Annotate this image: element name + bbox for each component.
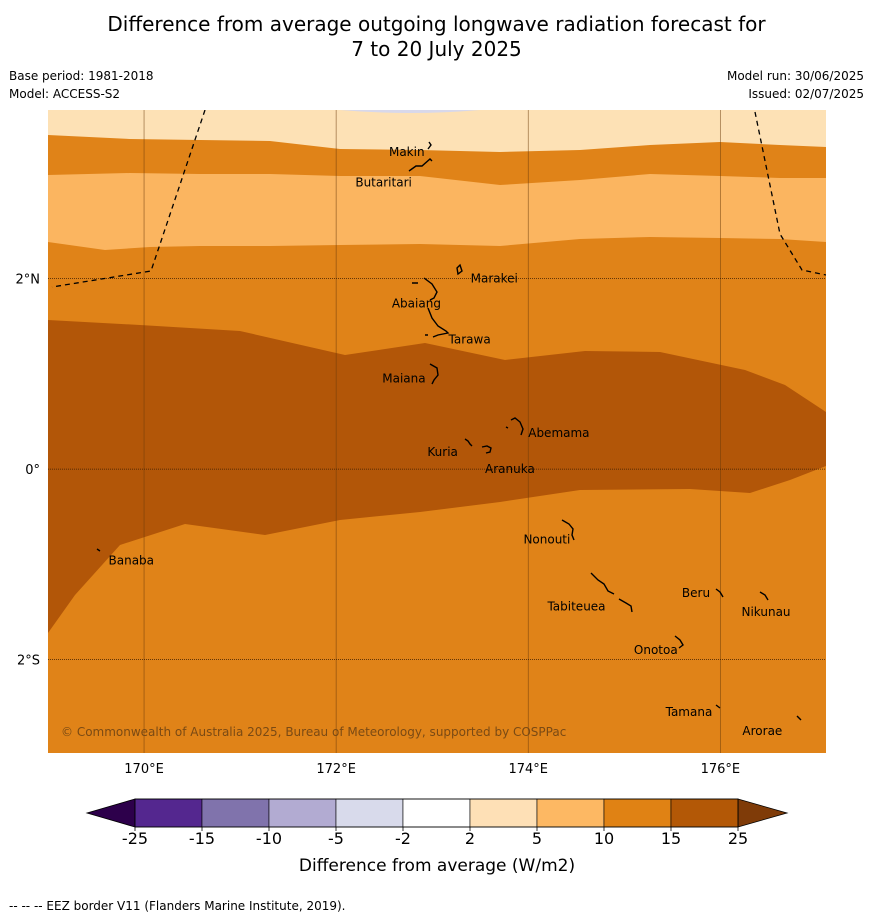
colorbar-tick-label: 5: [532, 829, 542, 848]
island-aranuka: [481, 445, 492, 454]
band-2-5: [48, 110, 826, 152]
lat-tick-label: 0°: [25, 463, 40, 478]
colorbar-tick-label: 2: [465, 829, 475, 848]
colorbar-frame: [134, 798, 739, 828]
axis-labels: 170°E 172°E 174°E 176°E 2°N 0° 2°S: [16, 273, 741, 777]
colorbar-extend-max: [737, 798, 789, 828]
colorbar-bin: [134, 798, 203, 828]
island-tabiteuea: [590, 572, 633, 613]
place-label-nonouti: Nonouti: [523, 533, 570, 547]
band-5-10: [48, 173, 826, 250]
lat-tick-label: 2°N: [16, 273, 41, 288]
island-nikunau: [759, 591, 769, 601]
copyright-notice: © Commonwealth of Australia 2025, Bureau…: [61, 725, 566, 739]
place-label-aranuka: Aranuka: [485, 462, 535, 476]
band-neg-2-5: [340, 110, 480, 113]
colorbar-bin: [402, 798, 471, 828]
issued-text: Issued: 02/07/2025: [748, 87, 864, 101]
lon-tick-label: 176°E: [701, 762, 741, 777]
band-15-25: [48, 320, 826, 633]
place-label-kuria: Kuria: [427, 445, 458, 459]
place-labels: Makin Butaritari Marakei Abaiang Tarawa Maian…: [109, 145, 791, 738]
island-arorae: [796, 715, 802, 721]
colorbar-bin: [201, 798, 270, 828]
place-label-makin: Makin: [389, 145, 425, 159]
island-abaiang: [412, 277, 438, 301]
eez-border-west: [51, 110, 206, 288]
meta-left: Base period: 1981-2018 Model: ACCESS-S2: [9, 67, 154, 103]
colorbar-tick-label: -5: [328, 829, 344, 848]
gridlines: [48, 110, 826, 753]
colorbar-tick-label: -10: [256, 829, 282, 848]
lon-tick-label: 174°E: [508, 762, 548, 777]
model-run-text: Model run: 30/06/2025: [726, 69, 864, 83]
colorbar-label: Difference from average (W/m2): [299, 856, 575, 876]
island-banaba: [96, 548, 101, 552]
map-area: Makin Butaritari Marakei Abaiang Tarawa Maian…: [48, 110, 826, 753]
base-period-text: Base period: 1981-2018: [9, 69, 154, 83]
island-marakei: [456, 263, 463, 276]
island-outlines: [96, 141, 802, 721]
island-tamana: [715, 704, 721, 709]
island-abemama: [505, 417, 524, 436]
place-label-tabiteuea: Tabiteuea: [546, 599, 605, 613]
colorbar-bin: [670, 798, 739, 828]
meta-right: Model run: 30/06/2025 Issued: 02/07/2025: [727, 67, 864, 103]
place-label-abemama: Abemama: [528, 426, 589, 440]
island-butaritari: [408, 158, 433, 172]
place-label-tamana: Tamana: [665, 705, 713, 719]
island-onotoa: [674, 635, 684, 649]
colorbar-tick-label: 25: [728, 829, 748, 848]
title-line-1: Difference from average outgoing longwav…: [107, 12, 766, 36]
place-label-arorae: Arorae: [742, 724, 782, 738]
island-kuria: [464, 438, 473, 447]
eez-border-east: [754, 111, 826, 276]
colorbar-tick-label: 10: [594, 829, 614, 848]
colorbar-bin: [335, 798, 404, 828]
place-label-onotoa: Onotoa: [634, 643, 678, 657]
place-label-marakei: Marakei: [471, 272, 518, 286]
colorbar: -25 -15 -10 -5 -2 2 5 10 15 25: [85, 798, 789, 848]
island-tarawa: [425, 307, 450, 338]
model-text: Model: ACCESS-S2: [9, 87, 121, 101]
eez-footer-note: -- -- -- EEZ border V11 (Flanders Marine…: [9, 899, 346, 913]
lon-tick-label: 170°E: [124, 762, 164, 777]
colorbar-extend-min: [85, 798, 136, 828]
colorbar-tick-label: 15: [661, 829, 681, 848]
chart-title: Difference from average outgoing longwav…: [0, 12, 873, 62]
island-makin: [427, 141, 432, 150]
colorbar-bin: [536, 798, 605, 828]
place-label-maiana: Maiana: [382, 372, 425, 386]
place-label-tarawa: Tarawa: [448, 333, 491, 347]
island-maiana: [429, 363, 439, 385]
island-beru: [715, 588, 724, 598]
place-label-abaiang: Abaiang: [392, 296, 441, 310]
lon-tick-label: 172°E: [316, 762, 356, 777]
colorbar-bin: [603, 798, 672, 828]
place-label-beru: Beru: [682, 586, 710, 600]
colorbar-tick-label: -15: [189, 829, 215, 848]
title-line-2: 7 to 20 July 2025: [351, 37, 522, 61]
colorbar-bin: [469, 798, 538, 828]
lat-tick-label: 2°S: [17, 654, 40, 669]
island-nonouti: [561, 519, 575, 541]
place-label-butaritari: Butaritari: [355, 175, 412, 189]
colorbar-tick-label: -25: [122, 829, 148, 848]
colorbar-tick-label: -2: [395, 829, 411, 848]
colorbar-bin: [268, 798, 337, 828]
place-label-nikunau: Nikunau: [741, 605, 790, 619]
place-label-banaba: Banaba: [109, 554, 155, 568]
